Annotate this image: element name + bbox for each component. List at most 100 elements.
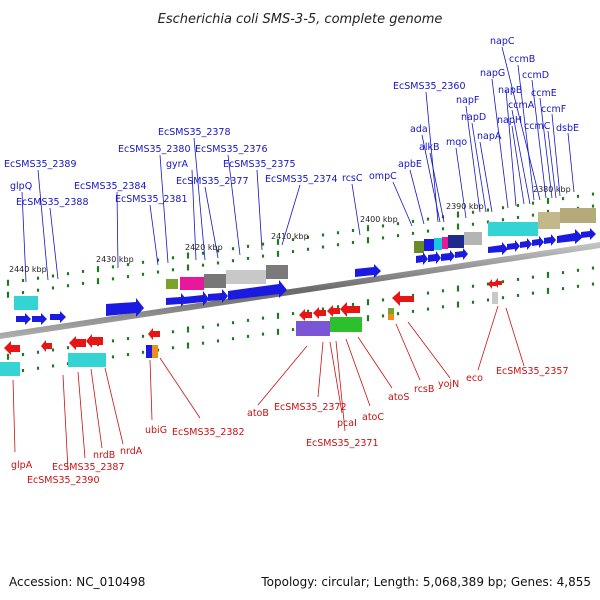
reverse-feature-blocks (0, 292, 498, 376)
gene-label: rcsC (342, 173, 363, 184)
gene-label: EcSMS35_2388 (16, 197, 89, 208)
gene-arrow (428, 251, 441, 264)
feature-block (0, 362, 20, 376)
kbp-label-2390: 2390 kbp (446, 202, 484, 211)
feature-block (166, 279, 178, 289)
feature-block (296, 321, 330, 336)
gene-label: EcSMS35_2390 (27, 475, 100, 486)
feature-block (442, 237, 448, 249)
feature-block (180, 277, 204, 290)
gene-arrow (41, 340, 52, 352)
gene-label: ccmB (509, 54, 535, 65)
feature-block (464, 232, 482, 245)
gene-arrow (416, 252, 428, 265)
bottom-gene-labels: glpA EcSMS35_2390 EcSMS35_2387 nrdB nrdA… (11, 366, 569, 486)
kbp-label-2410: 2410 kbp (271, 232, 309, 241)
gene-label: EcSMS35_2389 (4, 159, 77, 170)
feature-block (424, 239, 434, 251)
bottom-leader-lines (12, 305, 525, 471)
gene-label: EcSMS35_2360 (393, 81, 466, 92)
feature-block (388, 308, 394, 314)
gene-label: napB (498, 85, 522, 96)
gene-label: nrdB (93, 450, 115, 461)
gene-arrow (32, 313, 47, 325)
gene-arrow (340, 302, 360, 317)
top-leader-lines (21, 46, 575, 283)
gene-arrow (166, 293, 187, 307)
gene-arrow (520, 238, 532, 250)
gene-label: napG (480, 68, 505, 79)
gene-label: dsbE (556, 123, 579, 134)
gene-label: EcSMS35_2387 (52, 462, 125, 473)
gene-label: ccmF (541, 104, 566, 115)
gene-arrow (581, 228, 596, 240)
gene-label: EcSMS35_2376 (195, 144, 268, 155)
gene-label: EcSMS35_2381 (115, 194, 188, 205)
kbp-label-2440: 2440 kbp (9, 265, 47, 274)
gene-arrow (557, 229, 583, 244)
feature-block (434, 238, 442, 250)
gene-label: glpQ (10, 181, 32, 192)
gene-label: apbE (398, 159, 422, 170)
gene-arrow (455, 248, 468, 260)
map-title: Escherichia coli SMS-3-5, complete genom… (158, 12, 443, 27)
gene-label: ccmE (531, 88, 557, 99)
gene-label: napA (477, 131, 502, 142)
gene-label: EcSMS35_2371 (306, 438, 379, 449)
gene-label: napC (490, 36, 515, 47)
topology-summary: Topology: circular; Length: 5,068,389 bp… (260, 575, 591, 589)
gene-arrow (327, 305, 340, 317)
gene-label: yojN (438, 379, 459, 390)
gene-label: EcSMS35_2372 (274, 402, 347, 413)
feature-block (492, 292, 498, 304)
top-gene-labels: glpQ EcSMS35_2389 EcSMS35_2388 EcSMS35_2… (4, 36, 579, 208)
gene-arrow (50, 311, 66, 323)
gene-label: mqo (446, 137, 467, 148)
gene-arrow (106, 298, 144, 317)
kbp-label-2380: 2380 kbp (533, 185, 571, 194)
gene-label: eco (466, 373, 483, 384)
gene-label: atoC (362, 412, 384, 423)
gene-arrow (228, 280, 287, 300)
gene-label: EcSMS35_2384 (74, 181, 147, 192)
gene-arrow (208, 289, 228, 303)
gene-arrow (494, 278, 502, 288)
gene-arrow (488, 242, 508, 255)
feature-block (146, 345, 152, 358)
gene-label: EcSMS35_2375 (223, 159, 296, 170)
forward-strand-genes (16, 228, 596, 325)
feature-block (488, 222, 538, 236)
tick-marks (6, 192, 595, 376)
feature-block (388, 314, 394, 320)
gene-arrow (392, 291, 414, 306)
chromosome-axis (0, 242, 600, 339)
reverse-strand-genes (4, 278, 502, 355)
gene-label: atoS (388, 392, 409, 403)
gene-label: napD (461, 112, 486, 123)
gene-label: ccmA (508, 100, 535, 111)
gene-label: ompC (369, 171, 397, 182)
feature-block (14, 296, 38, 310)
gene-arrow (507, 240, 520, 252)
feature-block (448, 235, 464, 248)
gene-label: EcSMS35_2378 (158, 127, 231, 138)
gene-label: ccmD (522, 70, 549, 81)
gene-arrow (299, 309, 312, 321)
kbp-label-2400: 2400 kbp (360, 215, 398, 224)
gene-arrow (184, 291, 209, 306)
gene-arrow (4, 341, 20, 355)
feature-block (68, 353, 106, 367)
feature-block (226, 270, 266, 284)
forward-feature-blocks (14, 208, 596, 310)
feature-block (152, 345, 158, 358)
feature-block (266, 265, 288, 279)
gene-label: EcSMS35_2380 (118, 144, 191, 155)
gene-label: rcsB (414, 384, 434, 395)
gene-label: glpA (11, 460, 33, 471)
accession-text: Accession: NC_010498 (9, 575, 145, 589)
feature-block (414, 241, 424, 253)
gene-label: EcSMS35_2377 (176, 176, 249, 187)
feature-block (560, 208, 596, 223)
